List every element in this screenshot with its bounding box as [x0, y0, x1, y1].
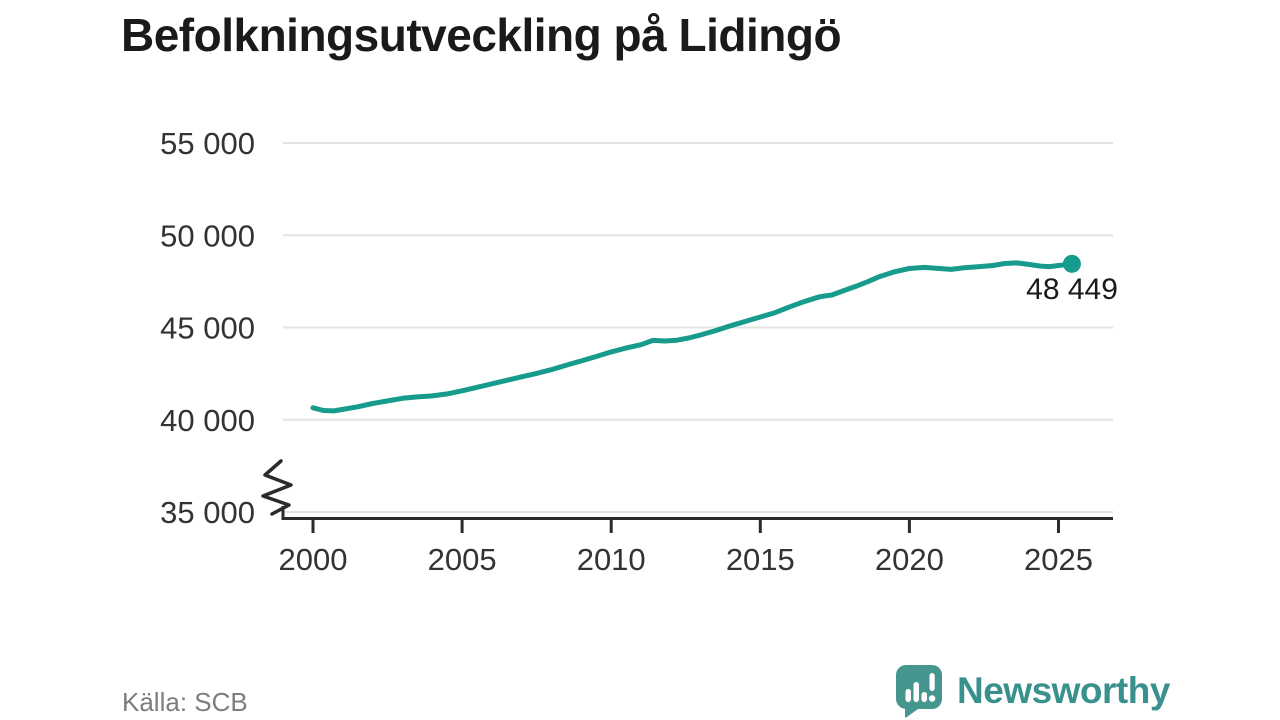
- newsworthy-logo-text: Newsworthy: [957, 670, 1170, 711]
- exclamation-dot: [928, 695, 936, 702]
- end-point-dot: [1062, 254, 1081, 273]
- axis-break-icon: [261, 459, 293, 516]
- x-tick-label: 2010: [577, 542, 646, 577]
- y-tick-label: 45 000: [160, 311, 255, 346]
- newsworthy-logo: Newsworthy: [895, 664, 1170, 718]
- source-label: Källa: SCB: [122, 687, 248, 717]
- x-tick-label: 2025: [1024, 542, 1093, 577]
- chart-title: Befolkningsutveckling på Lidingö: [121, 9, 842, 61]
- x-tick-label: 2020: [875, 542, 944, 577]
- end-value-label: 48 449: [1026, 273, 1118, 306]
- exclamation-bar: [929, 673, 935, 691]
- y-tick-label: 55 000: [160, 126, 255, 161]
- bar-chart-glyph: [905, 673, 936, 702]
- x-axis-line: [281, 506, 1113, 520]
- population-line-chart: 55 000 50 000 45 000 40 000 35 000 2000 2005 20…: [160, 126, 1118, 577]
- y-tick-label: 35 000: [160, 495, 255, 530]
- newsworthy-logo-icon: [896, 665, 942, 718]
- x-tick-label: 2015: [726, 542, 795, 577]
- population-line: [310, 260, 1075, 414]
- x-tick-label: 2000: [279, 542, 348, 577]
- x-tick-label: 2005: [428, 542, 497, 577]
- y-tick-label: 50 000: [160, 218, 255, 253]
- y-tick-label: 40 000: [160, 403, 255, 438]
